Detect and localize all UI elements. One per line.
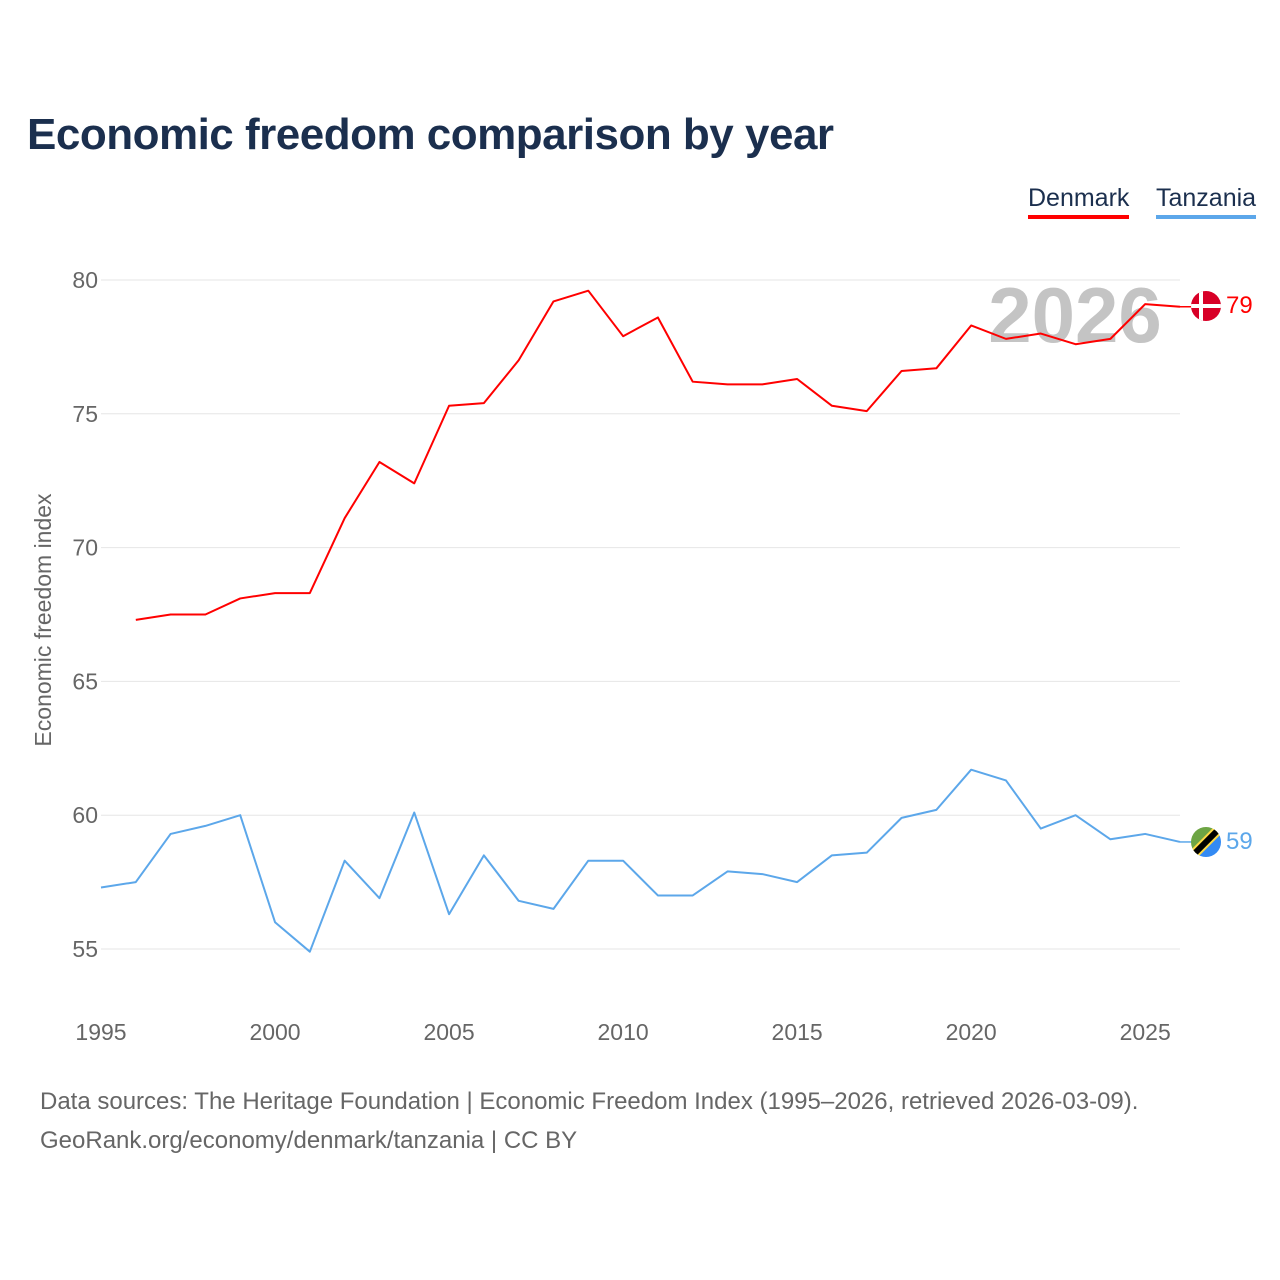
data-point-denmark[interactable] <box>864 408 870 414</box>
y-tick-label: 65 <box>72 668 98 694</box>
data-point-tanzania[interactable] <box>1142 831 1148 837</box>
legend-tanzania[interactable]: Tanzania <box>1156 184 1257 219</box>
y-tick-label: 60 <box>72 802 98 828</box>
data-point-tanzania[interactable] <box>481 852 487 858</box>
x-tick-label: 1995 <box>75 1019 126 1045</box>
data-point-denmark[interactable] <box>168 612 174 618</box>
data-point-denmark[interactable] <box>1107 336 1113 342</box>
x-tick-label: 2025 <box>1120 1019 1171 1045</box>
data-point-tanzania[interactable] <box>968 767 974 773</box>
data-point-tanzania[interactable] <box>794 879 800 885</box>
data-point-denmark[interactable] <box>585 288 591 294</box>
series-line-denmark[interactable] <box>135 289 1181 621</box>
y-tick-label: 80 <box>72 267 98 293</box>
data-point-tanzania[interactable] <box>655 892 661 898</box>
data-point-denmark[interactable] <box>620 333 626 339</box>
data-point-denmark[interactable] <box>376 459 382 465</box>
data-point-denmark[interactable] <box>655 314 661 320</box>
footer-sources: Data sources: The Heritage Foundation | … <box>40 1088 1139 1115</box>
data-point-denmark[interactable] <box>899 368 905 374</box>
data-point-denmark[interactable] <box>690 379 696 385</box>
y-tick-label: 70 <box>72 535 98 561</box>
data-point-tanzania[interactable] <box>168 831 174 837</box>
data-point-tanzania[interactable] <box>376 895 382 901</box>
x-tick-label: 2010 <box>598 1019 649 1045</box>
data-point-tanzania[interactable] <box>933 807 939 813</box>
data-point-tanzania[interactable] <box>237 812 243 818</box>
line-chart: 55 60 65 70 75 80 1995 2000 2005 2010 2015 2020 2025… <box>30 267 1253 1045</box>
data-point-tanzania[interactable] <box>516 898 522 904</box>
data-point-denmark[interactable] <box>1003 336 1009 342</box>
data-point-denmark[interactable] <box>794 376 800 382</box>
y-axis-label: Economic freedom index <box>30 493 56 747</box>
data-point-tanzania[interactable] <box>550 906 556 912</box>
data-point-denmark[interactable] <box>411 480 417 486</box>
data-point-denmark[interactable] <box>933 365 939 371</box>
data-point-denmark[interactable] <box>968 322 974 328</box>
data-point-tanzania[interactable] <box>585 858 591 864</box>
data-point-tanzania[interactable] <box>446 911 452 917</box>
data-point-tanzania[interactable] <box>342 858 348 864</box>
data-point-denmark[interactable] <box>202 612 208 618</box>
data-point-tanzania[interactable] <box>98 884 104 890</box>
data-point-tanzania[interactable] <box>1003 777 1009 783</box>
data-point-tanzania[interactable] <box>690 892 696 898</box>
data-point-denmark[interactable] <box>307 590 313 596</box>
data-point-denmark[interactable] <box>516 357 522 363</box>
data-point-tanzania[interactable] <box>307 949 313 955</box>
x-tick-label: 2015 <box>772 1019 823 1045</box>
y-tick-label: 55 <box>72 936 98 962</box>
data-point-denmark[interactable] <box>1073 341 1079 347</box>
data-point-tanzania[interactable] <box>272 919 278 925</box>
footer-credit[interactable]: GeoRank.org/economy/denmark/tanzania | C… <box>40 1127 578 1154</box>
tanzania-end-label: 59 <box>1226 828 1253 855</box>
chart-title: Economic freedom comparison by year <box>27 110 834 159</box>
series-line-tanzania[interactable] <box>100 768 1181 953</box>
data-point-denmark[interactable] <box>342 515 348 521</box>
data-point-denmark[interactable] <box>272 590 278 596</box>
denmark-end-label: 79 <box>1226 292 1253 319</box>
data-point-tanzania[interactable] <box>202 823 208 829</box>
data-point-denmark[interactable] <box>759 381 765 387</box>
data-point-denmark[interactable] <box>133 617 139 623</box>
data-point-denmark[interactable] <box>481 400 487 406</box>
x-tick-label: 2000 <box>249 1019 300 1045</box>
data-point-denmark[interactable] <box>237 595 243 601</box>
denmark-flag-icon <box>1191 291 1221 321</box>
data-point-tanzania[interactable] <box>133 879 139 885</box>
data-point-tanzania[interactable] <box>725 868 731 874</box>
data-point-denmark[interactable] <box>829 403 835 409</box>
tanzania-flag-icon <box>1191 827 1221 857</box>
data-point-denmark[interactable] <box>1038 331 1044 337</box>
data-point-tanzania[interactable] <box>759 871 765 877</box>
legend-denmark[interactable]: Denmark <box>1028 184 1130 219</box>
data-point-denmark[interactable] <box>1142 301 1148 307</box>
data-point-denmark[interactable] <box>446 403 452 409</box>
data-point-tanzania[interactable] <box>1038 826 1044 832</box>
data-point-denmark[interactable] <box>550 298 556 304</box>
data-point-tanzania[interactable] <box>829 852 835 858</box>
x-tick-label: 2005 <box>423 1019 474 1045</box>
data-point-tanzania[interactable] <box>864 850 870 856</box>
data-point-tanzania[interactable] <box>620 858 626 864</box>
x-tick-label: 2020 <box>946 1019 997 1045</box>
data-point-tanzania[interactable] <box>411 810 417 816</box>
data-point-tanzania[interactable] <box>1073 812 1079 818</box>
data-point-tanzania[interactable] <box>899 815 905 821</box>
data-point-tanzania[interactable] <box>1107 836 1113 842</box>
y-tick-label: 75 <box>72 401 98 427</box>
data-point-denmark[interactable] <box>725 381 731 387</box>
